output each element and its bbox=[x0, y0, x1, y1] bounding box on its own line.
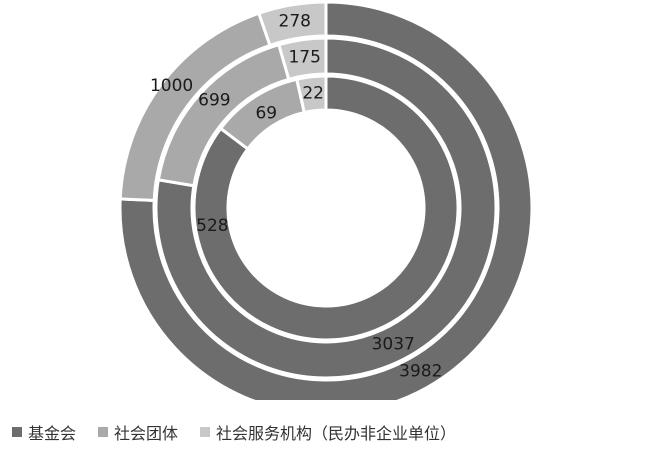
legend-swatch-social-group bbox=[98, 427, 109, 437]
slice-middle-2 bbox=[276, 36, 328, 82]
legend-label-foundation: 基金会 bbox=[28, 424, 77, 443]
slice-middle-0 bbox=[154, 36, 498, 380]
slice-inner-2 bbox=[294, 74, 328, 115]
data-label-middle-1: 699 bbox=[198, 91, 230, 111]
legend-swatch-foundation bbox=[12, 427, 22, 437]
data-label-inner-0: 528 bbox=[196, 216, 228, 236]
donut-chart: 528 69 22 3037 699 175 3982 1000 278 bbox=[118, 0, 534, 400]
slice-outer-0 bbox=[118, 0, 534, 400]
legend: 基金会 社会团体 社会服务机构（民办非企业单位） bbox=[12, 418, 456, 446]
legend-label-social-service: 社会服务机构（民办非企业单位） bbox=[216, 424, 457, 443]
slice-inner-0 bbox=[192, 74, 460, 342]
legend-item-foundation: 基金会 bbox=[12, 420, 76, 444]
data-label-inner-1: 69 bbox=[255, 104, 277, 124]
legend-swatch-social-service bbox=[200, 427, 211, 437]
legend-label-social-group: 社会团体 bbox=[114, 424, 179, 443]
legend-item-social-group: 社会团体 bbox=[98, 420, 178, 444]
slice-outer-2 bbox=[256, 0, 328, 48]
data-label-inner-2: 22 bbox=[302, 84, 324, 104]
data-label-outer-2: 278 bbox=[279, 12, 311, 32]
legend-item-social-service: 社会服务机构（民办非企业单位） bbox=[200, 420, 456, 444]
data-label-middle-0: 3037 bbox=[372, 334, 415, 354]
data-label-middle-2: 175 bbox=[288, 47, 320, 67]
data-label-outer-1: 1000 bbox=[150, 76, 193, 96]
data-label-outer-0: 3982 bbox=[399, 362, 442, 382]
